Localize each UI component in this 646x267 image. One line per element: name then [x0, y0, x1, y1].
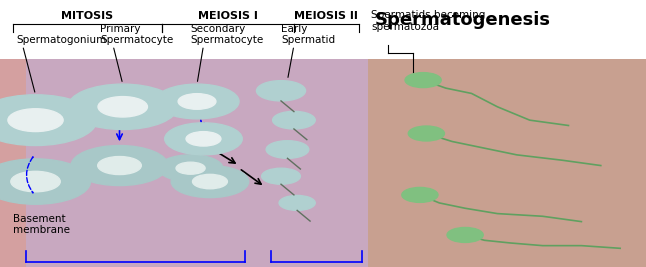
Circle shape — [0, 159, 90, 204]
Text: Basement
membrane: Basement membrane — [13, 214, 70, 235]
Text: Primary
Spermatocyte: Primary Spermatocyte — [100, 24, 173, 45]
Circle shape — [98, 97, 147, 117]
Circle shape — [402, 187, 438, 202]
Text: Secondary
Spermatocyte: Secondary Spermatocyte — [191, 24, 264, 45]
Circle shape — [186, 132, 221, 146]
Text: Early
Spermatid: Early Spermatid — [281, 24, 335, 45]
Circle shape — [8, 109, 63, 132]
Text: Rejoin pool: Rejoin pool — [39, 166, 97, 175]
Circle shape — [405, 73, 441, 88]
Circle shape — [262, 168, 300, 184]
Circle shape — [68, 84, 178, 129]
Circle shape — [165, 123, 242, 155]
Circle shape — [279, 195, 315, 210]
Circle shape — [176, 162, 205, 174]
Circle shape — [155, 84, 239, 119]
FancyArrowPatch shape — [26, 157, 33, 193]
Text: Spermatids becoming
spermatozoa: Spermatids becoming spermatozoa — [371, 10, 486, 32]
Text: Spermatogonium: Spermatogonium — [16, 36, 107, 45]
Circle shape — [98, 156, 141, 175]
Circle shape — [158, 155, 223, 182]
Circle shape — [273, 111, 315, 129]
Circle shape — [256, 81, 306, 101]
Text: Spermatogenesis: Spermatogenesis — [375, 11, 550, 29]
FancyBboxPatch shape — [0, 59, 26, 267]
Circle shape — [71, 146, 168, 186]
Circle shape — [193, 174, 227, 189]
Circle shape — [408, 126, 444, 141]
Text: Differentiation: Differentiation — [65, 104, 140, 114]
Text: MEIOSIS I: MEIOSIS I — [198, 11, 258, 21]
Circle shape — [0, 95, 97, 146]
Circle shape — [447, 227, 483, 242]
FancyBboxPatch shape — [0, 59, 368, 267]
FancyBboxPatch shape — [368, 59, 646, 267]
FancyBboxPatch shape — [0, 0, 646, 59]
Text: MEIOSIS II: MEIOSIS II — [295, 11, 358, 21]
Circle shape — [11, 171, 60, 192]
Circle shape — [266, 141, 309, 158]
Circle shape — [178, 94, 216, 109]
Circle shape — [171, 166, 249, 198]
Text: MITOSIS: MITOSIS — [61, 11, 113, 21]
